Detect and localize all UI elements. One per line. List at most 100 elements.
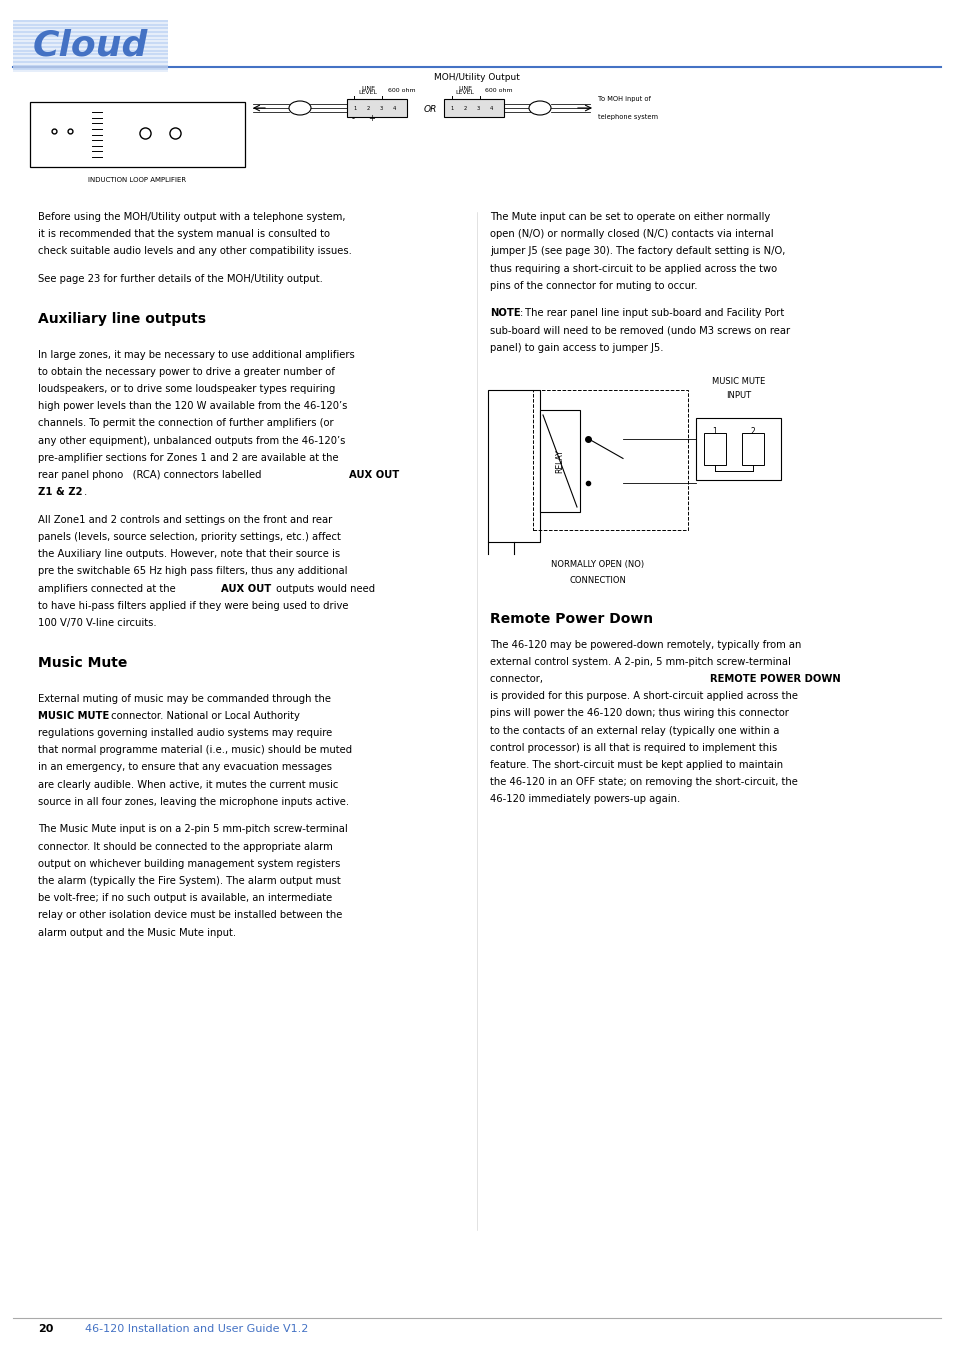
Text: NOTE: NOTE	[490, 308, 520, 319]
Text: AUX OUT: AUX OUT	[221, 583, 271, 594]
Text: pre-amplifier sections for Zones 1 and 2 are available at the: pre-amplifier sections for Zones 1 and 2…	[38, 452, 338, 463]
Text: 2: 2	[366, 105, 370, 111]
Text: To MOH input of: To MOH input of	[598, 96, 650, 103]
Text: 46-120 Installation and User Guide V1.2: 46-120 Installation and User Guide V1.2	[85, 1324, 308, 1334]
Text: thus requiring a short-circuit to be applied across the two: thus requiring a short-circuit to be app…	[490, 263, 777, 274]
Bar	[13, 36, 168, 39]
Text: alarm output and the Music Mute input.: alarm output and the Music Mute input.	[38, 927, 236, 937]
Bar	[13, 47, 168, 50]
Text: 4: 4	[392, 105, 395, 111]
Text: any other equipment), unbalanced outputs from the 46-120’s: any other equipment), unbalanced outputs…	[38, 436, 345, 446]
Bar	[13, 45, 168, 46]
Text: Before using the MOH/Utility output with a telephone system,: Before using the MOH/Utility output with…	[38, 212, 345, 221]
Text: NORMALLY OPEN (NO): NORMALLY OPEN (NO)	[551, 560, 644, 568]
Text: Cloud: Cloud	[32, 28, 148, 63]
Ellipse shape	[529, 101, 551, 115]
Text: the 46-120 in an OFF state; on removing the short-circuit, the: the 46-120 in an OFF state; on removing …	[490, 778, 797, 787]
Text: RELAY: RELAY	[555, 450, 564, 472]
Text: INPUT: INPUT	[725, 392, 750, 400]
Bar	[488, 390, 539, 541]
Text: MUSIC MUTE: MUSIC MUTE	[711, 377, 764, 386]
Text: All Zone1 and 2 controls and settings on the front and rear: All Zone1 and 2 controls and settings on…	[38, 514, 332, 525]
Text: connector,: connector,	[490, 674, 545, 684]
Bar	[443, 99, 503, 117]
Bar	[13, 20, 168, 72]
Text: The rear panel line input sub-board and Facility Port: The rear panel line input sub-board and …	[521, 308, 783, 319]
Text: control processor) is all that is required to implement this: control processor) is all that is requir…	[490, 743, 777, 753]
Text: 1: 1	[353, 105, 356, 111]
Text: Auxiliary line outputs: Auxiliary line outputs	[38, 312, 206, 325]
Text: open (N/O) or normally closed (N/C) contacts via internal: open (N/O) or normally closed (N/C) cont…	[490, 230, 773, 239]
Text: pre the switchable 65 Hz high pass filters, thus any additional: pre the switchable 65 Hz high pass filte…	[38, 566, 347, 576]
Text: MOH/Utility Output: MOH/Utility Output	[434, 73, 519, 82]
Text: 2: 2	[750, 427, 755, 436]
Text: OR: OR	[423, 104, 436, 113]
Text: pins will power the 46-120 down; thus wiring this connector: pins will power the 46-120 down; thus wi…	[490, 709, 788, 718]
Text: channels. To permit the connection of further amplifiers (or: channels. To permit the connection of fu…	[38, 418, 334, 428]
Bar	[13, 66, 168, 69]
Text: 1: 1	[450, 105, 454, 111]
Bar	[696, 418, 781, 481]
Text: :: :	[519, 308, 522, 319]
Text: relay or other isolation device must be installed between the: relay or other isolation device must be …	[38, 910, 342, 921]
Text: .: .	[84, 487, 87, 497]
Text: Remote Power Down: Remote Power Down	[490, 612, 653, 626]
Text: to obtain the necessary power to drive a greater number of: to obtain the necessary power to drive a…	[38, 367, 335, 377]
Text: 46-120 immediately powers-up again.: 46-120 immediately powers-up again.	[490, 794, 679, 805]
Text: AUX OUT: AUX OUT	[349, 470, 399, 481]
Text: the alarm (typically the Fire System). The alarm output must: the alarm (typically the Fire System). T…	[38, 876, 340, 886]
Text: output on whichever building management system registers: output on whichever building management …	[38, 859, 340, 868]
Text: outputs would need: outputs would need	[273, 583, 375, 594]
Text: 3: 3	[476, 105, 479, 111]
Text: sub-board will need to be removed (undo M3 screws on rear: sub-board will need to be removed (undo …	[490, 325, 789, 336]
Text: in an emergency, to ensure that any evacuation messages: in an emergency, to ensure that any evac…	[38, 763, 332, 772]
Text: that normal programme material (i.e., music) should be muted: that normal programme material (i.e., mu…	[38, 745, 352, 755]
Text: 2: 2	[463, 105, 466, 111]
Text: to the contacts of an external relay (typically one within a: to the contacts of an external relay (ty…	[490, 725, 779, 736]
Bar	[30, 103, 245, 167]
Text: panel) to gain access to jumper J5.: panel) to gain access to jumper J5.	[490, 343, 662, 352]
Text: external control system. A 2-pin, 5 mm-pitch screw-terminal: external control system. A 2-pin, 5 mm-p…	[490, 656, 790, 667]
Text: loudspeakers, or to drive some loudspeaker types requiring: loudspeakers, or to drive some loudspeak…	[38, 383, 335, 394]
Text: source in all four zones, leaving the microphone inputs active.: source in all four zones, leaving the mi…	[38, 796, 349, 807]
Text: INDUCTION LOOP AMPLIFIER: INDUCTION LOOP AMPLIFIER	[89, 177, 187, 184]
Ellipse shape	[289, 101, 311, 115]
Text: rear panel phono   (RCA) connectors labelled: rear panel phono (RCA) connectors labell…	[38, 470, 264, 481]
Bar	[13, 40, 168, 42]
Text: LEVEL: LEVEL	[358, 90, 377, 96]
Text: Z1 & Z2: Z1 & Z2	[38, 487, 82, 497]
Text: 3: 3	[379, 105, 382, 111]
Text: feature. The short-circuit must be kept applied to maintain: feature. The short-circuit must be kept …	[490, 760, 782, 770]
Text: The Music Mute input is on a 2-pin 5 mm-pitch screw-terminal: The Music Mute input is on a 2-pin 5 mm-…	[38, 825, 348, 834]
Bar	[13, 51, 168, 54]
Text: check suitable audio levels and any other compatibility issues.: check suitable audio levels and any othe…	[38, 247, 352, 256]
Text: regulations governing installed audio systems may require: regulations governing installed audio sy…	[38, 728, 332, 738]
Text: pins of the connector for muting to occur.: pins of the connector for muting to occu…	[490, 281, 697, 290]
Text: 4: 4	[489, 105, 492, 111]
Text: amplifiers connected at the: amplifiers connected at the	[38, 583, 179, 594]
Text: to have hi-pass filters applied if they were being used to drive: to have hi-pass filters applied if they …	[38, 601, 348, 610]
Text: MUSIC MUTE: MUSIC MUTE	[38, 711, 110, 721]
Text: LEVEL: LEVEL	[455, 90, 474, 96]
Bar	[13, 70, 168, 72]
Text: 100 V/70 V-line circuits.: 100 V/70 V-line circuits.	[38, 618, 156, 628]
Text: it is recommended that the system manual is consulted to: it is recommended that the system manual…	[38, 230, 330, 239]
Text: jumper J5 (see page 30). The factory default setting is N/O,: jumper J5 (see page 30). The factory def…	[490, 247, 784, 256]
Text: is provided for this purpose. A short-circuit applied across the: is provided for this purpose. A short-ci…	[490, 691, 797, 701]
Bar	[13, 32, 168, 35]
Text: telephone system: telephone system	[598, 113, 658, 120]
Bar	[741, 433, 763, 464]
Text: 20: 20	[38, 1324, 53, 1334]
Bar	[703, 433, 725, 464]
Bar	[347, 99, 407, 117]
Text: See page 23 for further details of the MOH/Utility output.: See page 23 for further details of the M…	[38, 274, 322, 284]
Text: +: +	[368, 113, 375, 123]
Text: CONNECTION: CONNECTION	[569, 576, 626, 585]
Text: 1: 1	[712, 427, 717, 436]
Text: In large zones, it may be necessary to use additional amplifiers: In large zones, it may be necessary to u…	[38, 350, 355, 359]
Text: -: -	[351, 113, 355, 123]
Bar	[539, 410, 579, 512]
Text: LINE: LINE	[457, 85, 472, 90]
Text: The Mute input can be set to operate on either normally: The Mute input can be set to operate on …	[490, 212, 769, 221]
Text: high power levels than the 120 W available from the 46-120’s: high power levels than the 120 W availab…	[38, 401, 347, 412]
